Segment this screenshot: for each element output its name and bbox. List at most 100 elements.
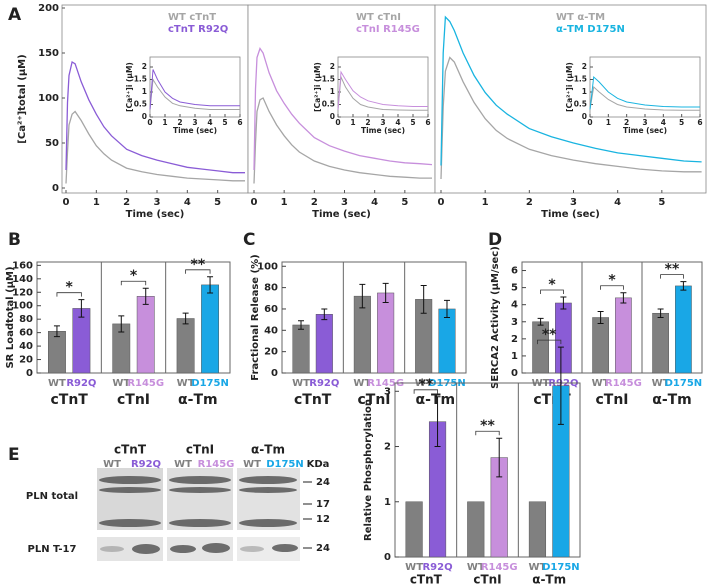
y-tick-label: 60 <box>19 328 33 339</box>
x-axis-label: Time (sec) <box>623 126 667 135</box>
y-tick-label: 1 <box>582 87 587 96</box>
x-tick-label: 3 <box>570 197 577 208</box>
y-tick-label: 1 <box>384 497 391 508</box>
error-bar <box>207 276 214 294</box>
y-tick-label: 0 <box>582 112 587 121</box>
significance-label: * <box>548 277 556 293</box>
error-bar <box>420 284 427 314</box>
error-bar <box>298 320 305 330</box>
error-bar <box>560 296 567 310</box>
x-tick-label: 0 <box>587 118 592 127</box>
bar <box>675 285 692 374</box>
x-tick-label: WT <box>112 378 130 389</box>
y-tick-label: 0.5 <box>134 100 147 109</box>
y-tick-label: 1.5 <box>322 75 335 84</box>
x-tick-label: WT <box>529 562 547 573</box>
y-axis-label: [Ca²⁺]i (μM) <box>565 62 574 112</box>
x-tick-label: 0 <box>335 118 340 127</box>
x-tick-label: 3 <box>341 197 348 208</box>
y-tick-label: 6 <box>511 266 518 277</box>
series-line <box>589 86 700 111</box>
blot-group-label: α-Tm <box>251 443 285 457</box>
lane-label: WT <box>174 459 192 470</box>
error-bar <box>142 287 149 305</box>
bar <box>136 296 155 374</box>
lane-label: D175N <box>266 459 304 470</box>
x-tick-label: 4 <box>184 197 191 208</box>
y-axis-label: Fractional Release (%) <box>250 254 261 380</box>
x-tick-label: WT <box>292 378 310 389</box>
x-tick-label: R145G <box>481 562 518 573</box>
x-tick-label: 0 <box>147 118 152 127</box>
x-tick-label: R145G <box>605 378 642 389</box>
x-tick-label: D175N <box>191 378 229 389</box>
x-tick-label: 5 <box>214 197 221 208</box>
y-tick-label: 0 <box>271 368 278 379</box>
y-tick-label: 0 <box>142 112 147 121</box>
series-line <box>440 56 702 180</box>
bar <box>48 331 66 374</box>
error-bar <box>537 317 544 326</box>
significance-label: ** <box>419 377 434 393</box>
legend-entry: WT α-TM <box>556 12 605 23</box>
lane-label: R92Q <box>131 459 161 470</box>
x-tick-label: 2 <box>624 118 629 127</box>
y-axis-label: SERCA2 Activity (μM/sec) <box>490 246 501 389</box>
y-axis-label: [Ca²⁺]i (μM) <box>125 62 134 112</box>
x-tick-label: 6 <box>425 118 430 127</box>
error-bar <box>359 283 366 309</box>
error-bar <box>443 299 450 318</box>
y-tick-label: 160 <box>12 260 33 271</box>
y-tick-label: 2 <box>330 62 335 71</box>
x-tick-label: R92Q <box>309 378 339 389</box>
plot-frame <box>281 261 467 374</box>
significance-bracket <box>540 289 564 295</box>
y-tick-label: 150 <box>38 48 59 59</box>
x-tick-label: 0 <box>438 197 445 208</box>
x-tick-label: 4 <box>395 118 400 127</box>
significance-bracket <box>413 389 438 394</box>
error-bar <box>321 308 328 321</box>
marker-label: 12 <box>316 514 330 525</box>
x-tick-label: 2 <box>177 118 182 127</box>
y-tick-label: 120 <box>12 287 33 298</box>
significance-bracket <box>660 274 684 279</box>
y-tick-label: 1 <box>142 87 147 96</box>
y-axis-label: [Ca²⁺]i (μM) <box>313 62 322 112</box>
lane-label: WT <box>103 459 121 470</box>
y-tick-label: 0 <box>330 112 335 121</box>
x-tick-label: 2 <box>311 197 318 208</box>
y-tick-label: 100 <box>12 301 33 312</box>
y-axis-label: [Ca²⁺]total (μM) <box>17 54 28 143</box>
x-tick-label: WT <box>405 562 423 573</box>
group-label: cTnI <box>595 392 628 408</box>
bar <box>377 292 395 374</box>
x-tick-label: 1 <box>93 197 100 208</box>
y-tick-label: 0 <box>52 183 59 194</box>
x-tick-label: 1 <box>281 197 288 208</box>
significance-bracket <box>475 430 500 436</box>
error-bar <box>657 308 664 318</box>
x-tick-label: 1 <box>482 197 489 208</box>
x-tick-label: 5 <box>222 118 227 127</box>
legend-entry: WT cTnT <box>168 12 216 23</box>
error-bar <box>78 299 85 318</box>
x-tick-label: 0 <box>251 197 258 208</box>
legend-entry: cTnT R92Q <box>168 24 228 35</box>
x-tick-label: 1 <box>162 118 167 127</box>
x-tick-label: 3 <box>642 118 647 127</box>
bar <box>315 314 333 374</box>
y-tick-label: 2 <box>511 334 518 345</box>
error-bar <box>496 437 503 478</box>
marker-label: 17 <box>316 499 330 510</box>
significance-bracket <box>56 292 82 297</box>
y-tick-label: 4 <box>511 300 518 311</box>
x-tick-label: 2 <box>123 197 130 208</box>
y-tick-label: 0.5 <box>322 100 335 109</box>
x-tick-label: R92Q <box>66 378 96 389</box>
blot-group-label: cTnT <box>114 443 147 457</box>
significance-label: ** <box>665 262 680 278</box>
legend-entry: cTnI R145G <box>356 24 420 35</box>
y-tick-label: 80 <box>19 314 33 325</box>
y-tick-label: 5 <box>511 283 518 294</box>
